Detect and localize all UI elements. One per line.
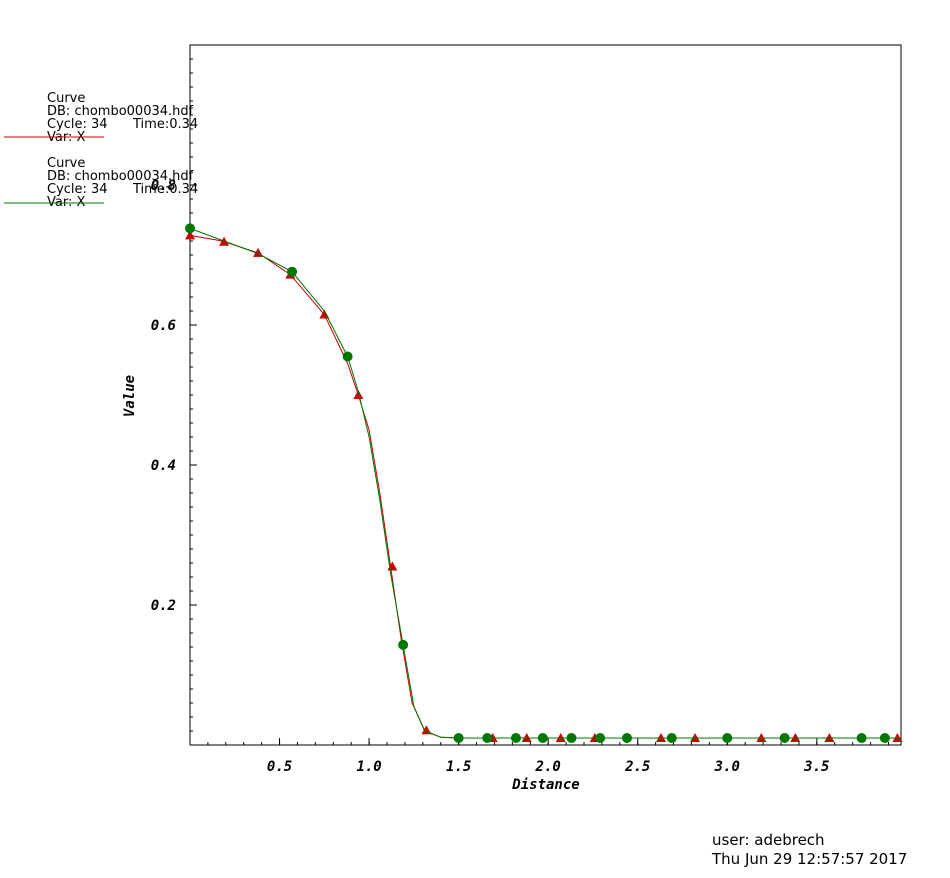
plot-frame	[189, 44, 902, 746]
footer-date: Thu Jun 29 12:57:57 2017	[712, 850, 908, 868]
series-2-point	[453, 733, 464, 743]
series-1-point	[353, 390, 364, 399]
series-2-point	[482, 733, 493, 743]
series-2-point	[537, 733, 548, 743]
series-2-point	[342, 351, 353, 362]
major-ticks	[190, 184, 818, 745]
x-tick-label: 3.5	[803, 759, 829, 775]
series-2-point	[185, 223, 195, 234]
y-tick-label: 0.6	[151, 318, 176, 334]
series-1	[185, 230, 903, 742]
y-tick-label: 0.4	[151, 458, 176, 474]
legend-1-cycle: Cycle: 34	[47, 117, 108, 132]
legend-2-cycle: Cycle: 34	[47, 182, 108, 197]
legend-2-db: DB: chombo00034.hdf	[47, 169, 194, 184]
x-tick-label: 1.0	[356, 759, 381, 775]
legend-1-db: DB: chombo00034.hdf	[47, 104, 194, 119]
series-1-line	[189, 234, 901, 739]
x-tick-label: 2.0	[535, 759, 561, 775]
legend-2-time: Time:0.34	[132, 182, 198, 197]
legend-entry-1: Curve DB: chombo00034.hdf Cycle: 34 Time…	[4, 91, 198, 145]
tick-labels: 0.5 1.0 1.5 2.0 2.5 3.0 3.5 0.2 0.4 0.6 0.8	[151, 178, 830, 775]
y-axis-title: Value	[122, 375, 138, 417]
legend-1-label: Curve	[47, 91, 85, 106]
series-2	[185, 223, 901, 743]
legend-2-label: Curve	[47, 156, 85, 171]
series-2-line	[189, 227, 901, 739]
x-axis-title: Distance	[511, 777, 579, 793]
series-2-point	[510, 733, 521, 743]
series-1-point	[421, 725, 432, 735]
series-2-point	[856, 733, 867, 743]
minor-ticks	[190, 58, 889, 745]
x-tick-label: 3.0	[714, 759, 740, 775]
y-tick-label: 0.2	[151, 598, 176, 614]
series-2-point	[566, 733, 577, 743]
legend-entry-2: Curve DB: chombo00034.hdf Cycle: 34 Time…	[4, 156, 198, 210]
series-2-point	[779, 733, 790, 743]
series-2-point	[287, 266, 298, 277]
series-2-point	[666, 733, 677, 743]
x-tick-label: 0.5	[267, 759, 292, 775]
series-2-point	[595, 733, 606, 743]
series-2-point	[879, 733, 890, 743]
series-2-point	[722, 733, 733, 743]
footer-user: user: adebrech	[712, 831, 825, 849]
legend-1-time: Time:0.34	[132, 117, 198, 132]
y-tick-label: 0.8	[151, 178, 176, 194]
x-tick-label: 2.5	[624, 759, 650, 775]
series-1-point	[185, 230, 195, 240]
series-2-point	[398, 639, 409, 650]
series-layer	[185, 223, 903, 743]
x-tick-label: 1.5	[446, 759, 471, 775]
series-2-point	[621, 733, 632, 743]
